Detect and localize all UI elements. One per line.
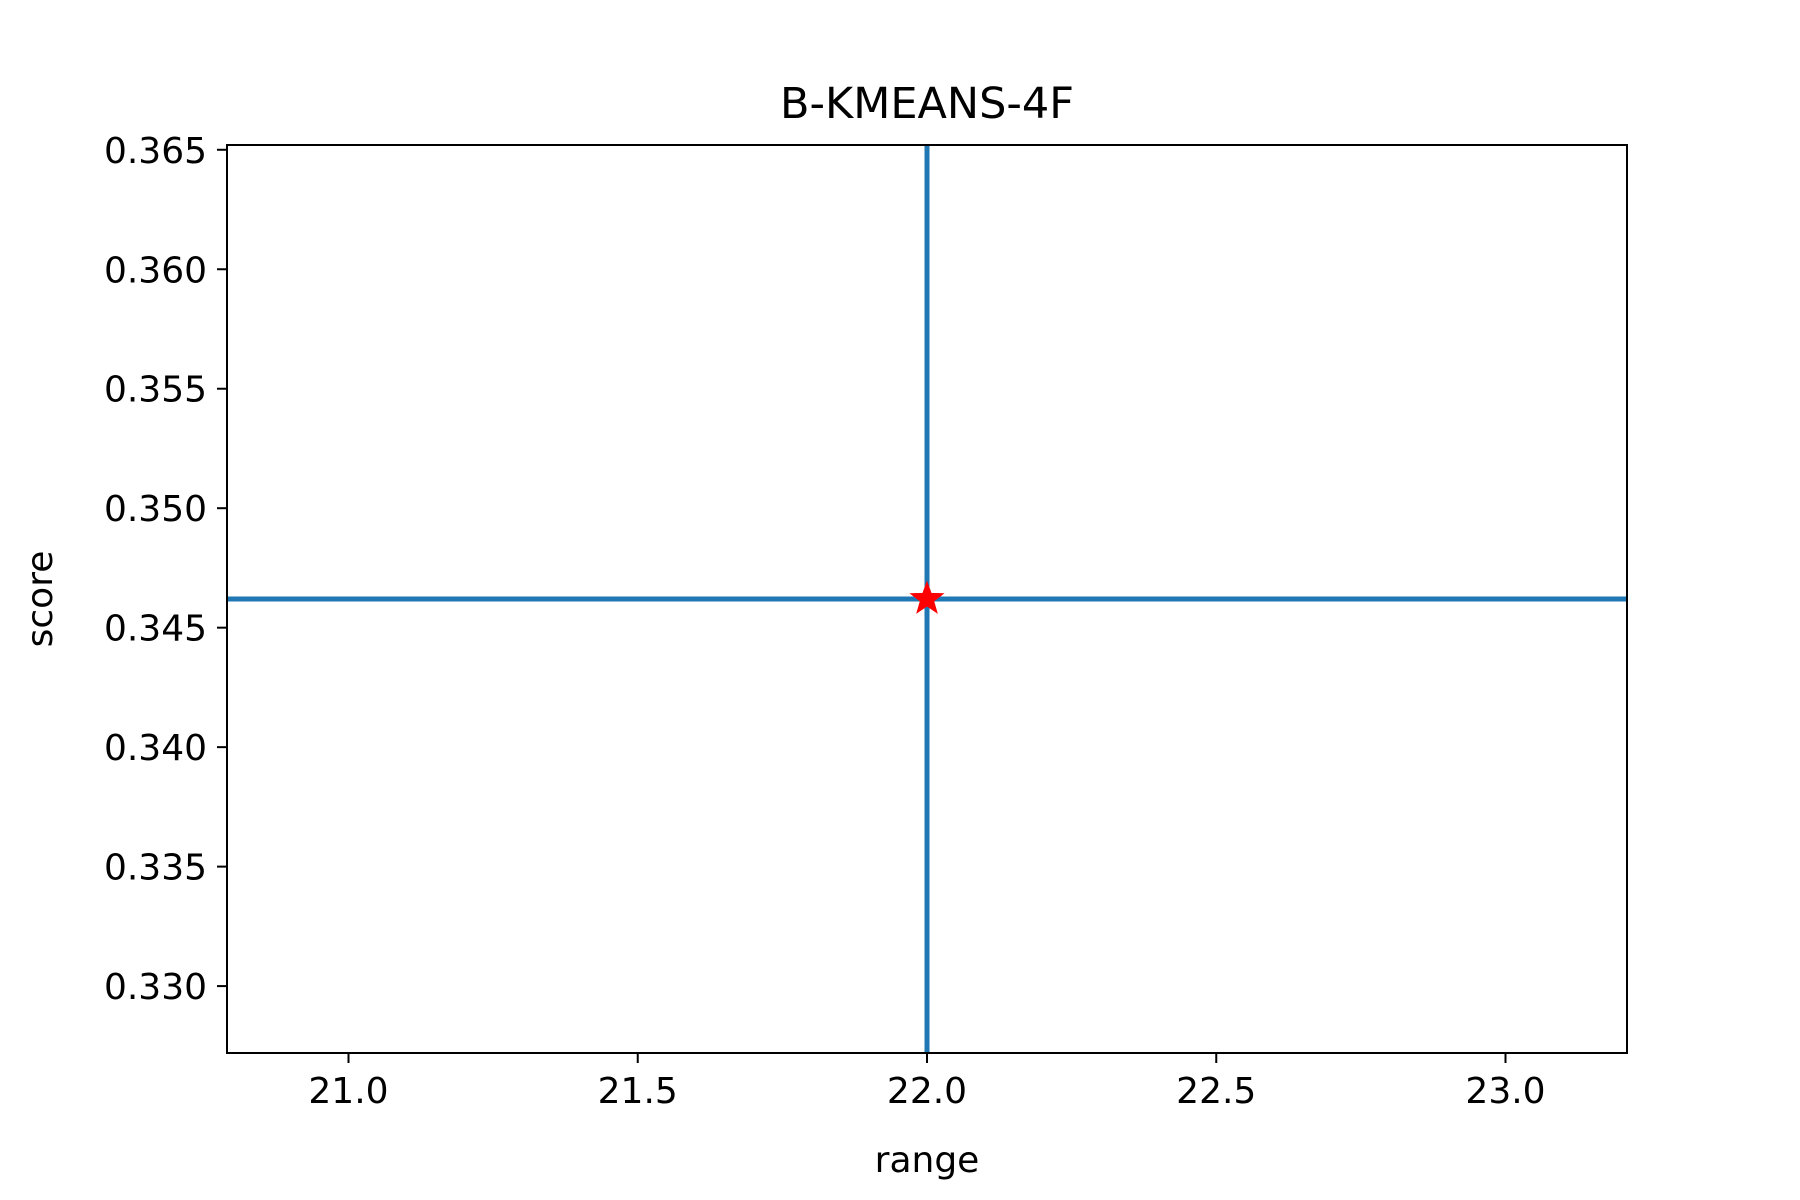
y-tick-label: 0.360 — [104, 250, 207, 291]
y-tick-label: 0.340 — [104, 728, 207, 769]
x-tick-label: 23.0 — [1465, 1071, 1545, 1112]
data-points — [909, 580, 945, 614]
plot-frame — [226, 144, 1628, 1054]
y-tick-label: 0.350 — [104, 489, 207, 530]
y-tick-label: 0.355 — [104, 370, 207, 411]
data-point-star — [909, 580, 945, 614]
x-axis-label: range — [875, 1140, 980, 1181]
x-axis: 21.0 21.5 22.0 22.5 23.0 — [308, 1053, 1546, 1112]
y-tick-label: 0.335 — [104, 848, 207, 889]
y-tick-label: 0.330 — [104, 967, 207, 1008]
y-tick-label: 0.345 — [104, 609, 207, 650]
x-tick-label: 21.0 — [308, 1071, 388, 1112]
x-tick-label: 22.0 — [887, 1071, 967, 1112]
x-tick-label: 22.5 — [1176, 1071, 1256, 1112]
x-tick-label: 21.5 — [598, 1071, 678, 1112]
chart-title: B-KMEANS-4F — [780, 79, 1074, 129]
y-axis: 0.330 0.335 0.340 0.345 0.350 0.355 0.360 0.365 — [104, 131, 227, 1008]
y-tick-label: 0.365 — [104, 131, 207, 172]
y-axis-label: score — [20, 551, 61, 648]
